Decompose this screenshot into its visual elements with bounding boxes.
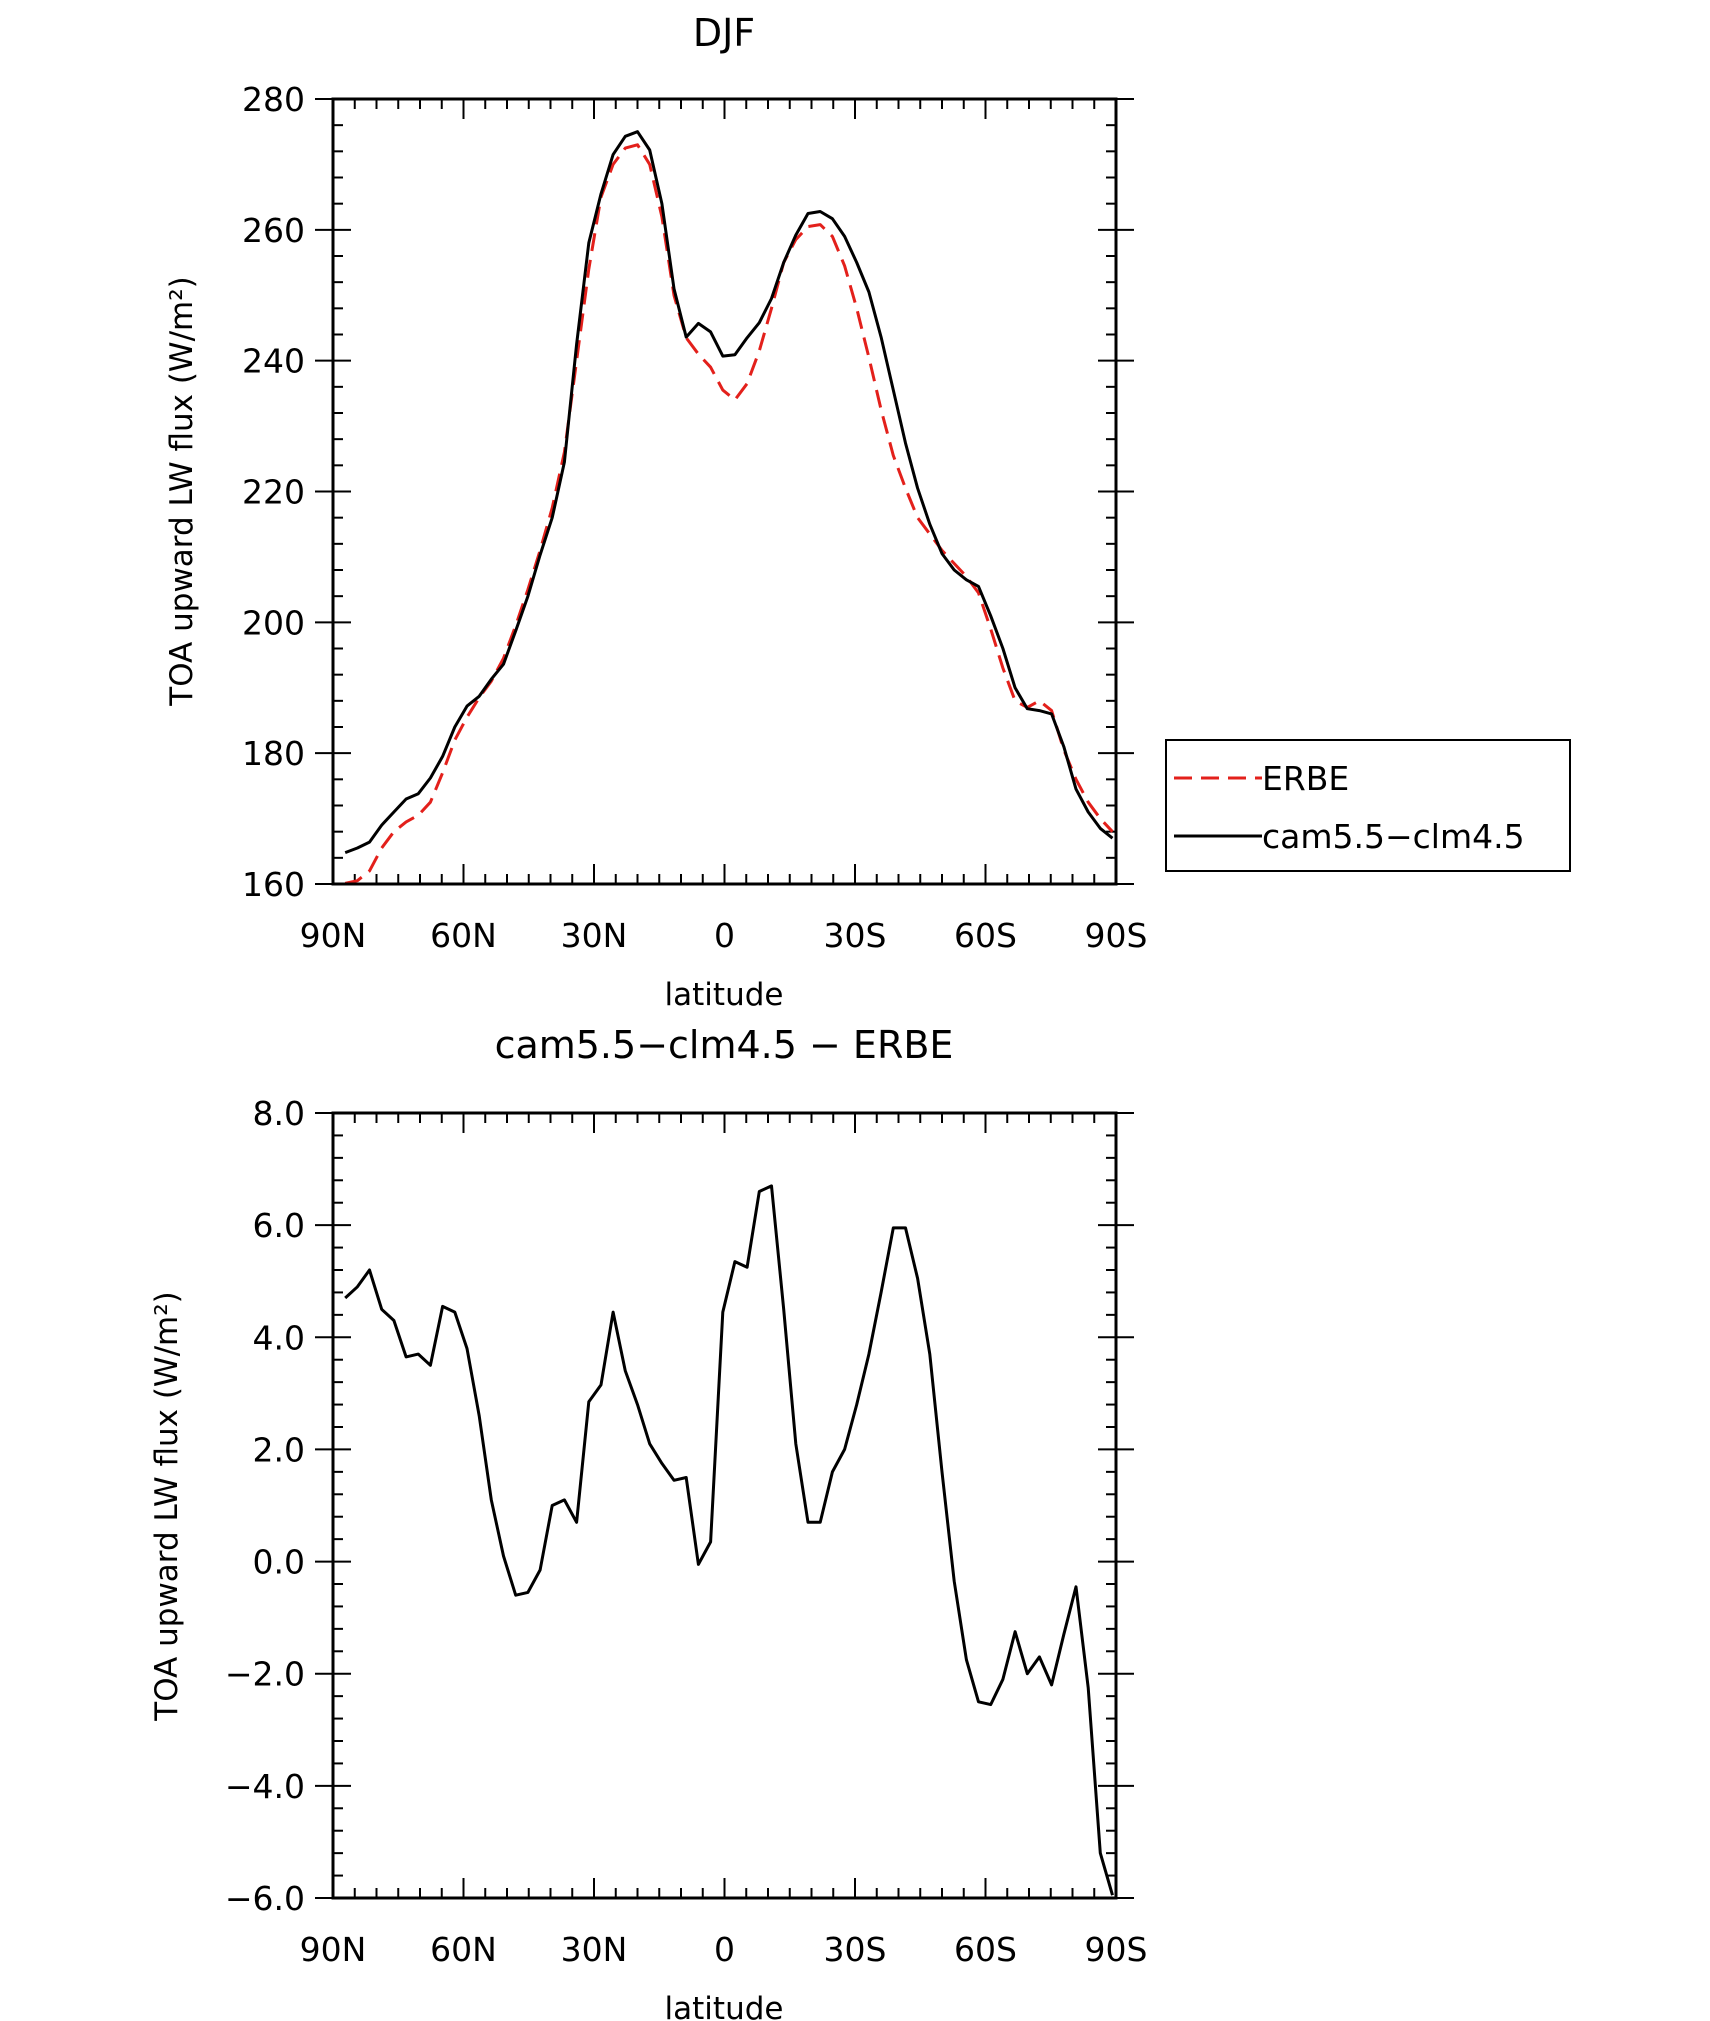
top-chart-panel: DJF 90N 60N 30N 0 30S 60S 90S 160 180 200 220 240 2… [164,11,1571,1013]
bottom-chart-x-tick-labels: 90N 60N 30N 0 30S 60S 90S [300,1930,1148,1969]
top-x-tick-label: 30S [824,916,887,955]
top-chart-x-tick-labels: 90N 60N 30N 0 30S 60S 90S [300,916,1148,955]
top-chart-x-axis-label: latitude [665,977,784,1013]
top-x-tick-label: 30N [561,916,628,955]
top-y-tick-label: 160 [242,865,305,904]
top-chart-y-tick-labels: 160 180 200 220 240 260 280 [242,80,305,904]
bottom-y-tick-label: 2.0 [253,1430,305,1469]
legend-label-cam: cam5.5−clm4.5 [1262,817,1525,856]
top-series-line-erbe [344,143,1114,885]
bottom-chart-x-axis-label: latitude [665,1991,784,2021]
top-y-tick-label: 200 [242,603,305,642]
top-y-tick-label: 180 [242,734,305,773]
bottom-chart-ticks [315,1112,1134,1899]
top-chart-series [344,130,1114,885]
bottom-chart-panel: cam5.5−clm4.5 − ERBE 90N 60N 30N 0 30S 60S 90S… [149,1023,1147,2021]
bottom-chart-title: cam5.5−clm4.5 − ERBE [495,1023,954,1067]
top-chart-frame [331,97,1118,886]
bottom-chart-y-axis-label: TOA upward LW flux (W/m²) [149,1291,185,1721]
bottom-y-tick-label: 8.0 [253,1094,305,1133]
bottom-x-tick-label: 30S [824,1930,887,1969]
bottom-y-tick-label: 0.0 [253,1543,305,1582]
legend: ERBE cam5.5−clm4.5 [1165,739,1571,872]
top-x-tick-label: 60S [954,916,1017,955]
top-x-tick-label: 90S [1085,916,1148,955]
bottom-x-tick-label: 0 [714,1930,735,1969]
top-y-tick-label: 280 [242,80,305,119]
bottom-y-tick-label: −4.0 [225,1767,305,1806]
bottom-x-tick-label: 90S [1085,1930,1148,1969]
bottom-x-tick-label: 60S [954,1930,1017,1969]
top-x-tick-label: 60N [430,916,497,955]
top-y-tick-label: 240 [242,342,305,381]
top-series-line-cam5-5-clm4-5 [344,130,1114,855]
legend-box [1165,739,1571,872]
bottom-chart-y-tick-labels: −6.0 −4.0 −2.0 0.0 2.0 4.0 6.0 8.0 [225,1094,305,1918]
bottom-x-tick-label: 90N [300,1930,367,1969]
bottom-y-tick-label: −6.0 [225,1879,305,1918]
bottom-y-tick-label: −2.0 [225,1655,305,1694]
top-chart-title: DJF [693,11,755,55]
top-x-tick-label: 90N [300,916,367,955]
bottom-chart-frame [331,1111,1118,1900]
legend-label-erbe: ERBE [1262,759,1349,798]
bottom-chart-series [344,1184,1114,1896]
bottom-x-tick-label: 30N [561,1930,628,1969]
bottom-y-tick-label: 4.0 [253,1318,305,1357]
top-y-tick-label: 260 [242,211,305,250]
top-x-tick-label: 0 [714,916,735,955]
bottom-series-line-difference [344,1184,1114,1896]
top-y-tick-label: 220 [242,473,305,512]
bottom-x-tick-label: 60N [430,1930,497,1969]
top-chart-y-axis-label: TOA upward LW flux (W/m²) [164,276,200,706]
bottom-y-tick-label: 6.0 [253,1206,305,1245]
